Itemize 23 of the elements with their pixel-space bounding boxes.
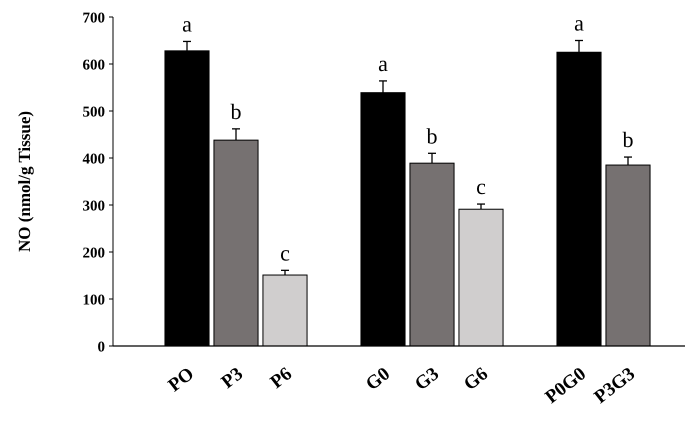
annotation: a: [574, 10, 584, 36]
y-tick-label: 600: [82, 57, 105, 74]
y-tick-label: 200: [82, 245, 105, 262]
x-tick-label: G6: [460, 363, 492, 395]
y-tick-label: 100: [82, 292, 105, 308]
y-axis-title: NO (nmol/g Tissue): [14, 110, 34, 252]
y-tick-label: 500: [82, 104, 105, 120]
x-tick-label: P6: [266, 363, 296, 393]
annotation: a: [378, 50, 388, 76]
y-tick-label: 400: [82, 151, 105, 168]
x-tick-label: PO: [164, 363, 198, 396]
annotation: b: [622, 127, 634, 152]
y-tick-label: 300: [82, 198, 105, 214]
annotation: c: [476, 174, 486, 200]
annotation: a: [182, 11, 192, 36]
annotation: b: [426, 123, 438, 148]
x-tick-label: P3: [218, 363, 248, 393]
x-tick-label: G0: [362, 363, 394, 395]
y-tick-label: 700: [82, 10, 105, 26]
annotation: b: [230, 98, 242, 124]
x-tick-label: G3: [411, 363, 444, 395]
annotation: c: [280, 240, 290, 266]
y-tick-label: 0: [98, 339, 105, 356]
